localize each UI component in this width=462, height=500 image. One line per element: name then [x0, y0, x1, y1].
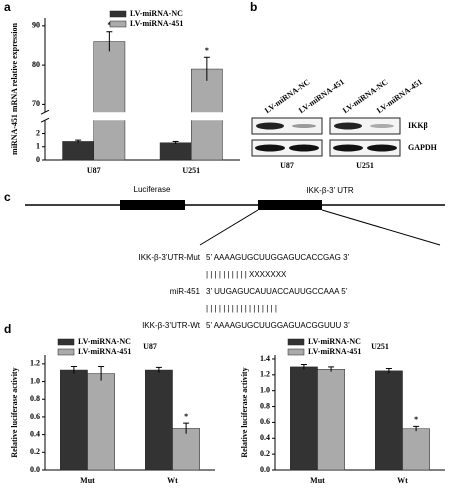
x-tick-label: U251: [182, 166, 200, 175]
panel-label: c: [4, 190, 11, 204]
y-tick-label: 1.2: [260, 370, 270, 379]
y-axis-label: miRNA-451 mRNA relative expression: [10, 23, 19, 155]
bar: [290, 366, 318, 471]
y-tick-label: 0.0: [260, 465, 270, 474]
legend-swatch: [287, 338, 305, 346]
bar: [402, 428, 430, 471]
y-tick-label: 70: [32, 99, 40, 108]
legend-label: LV-miRNA-451: [78, 347, 131, 356]
x-tick-label: U87: [87, 166, 101, 175]
x-tick-label: Mut: [80, 476, 95, 485]
legend-swatch: [287, 348, 305, 356]
axis-break: [39, 112, 240, 121]
sequence: 5’ AAAAGUGCUUGGAGUCACCGAG 3’: [206, 253, 350, 262]
panel-label: b: [250, 0, 257, 14]
protein-label: GAPDH: [408, 143, 438, 152]
bar: [60, 369, 88, 471]
sequence: 3’ UUGAGUCAUUACCAUUGCCAAA 5’: [206, 287, 348, 296]
y-tick-label: 0.8: [260, 401, 270, 410]
y-tick-label: 0.6: [260, 417, 270, 426]
bar: [172, 428, 200, 471]
sequence: | | | | | | | | | | XXXXXXX: [206, 270, 287, 279]
break-mark: [40, 109, 50, 115]
bar: [62, 141, 94, 161]
panel-label: d: [4, 322, 11, 336]
x-tick-label: Mut: [310, 476, 325, 485]
y-tick-label: 1.2: [30, 359, 40, 368]
y-tick-label: 0.4: [260, 433, 270, 442]
significance-mark: *: [205, 46, 209, 55]
break-mark: [40, 117, 50, 123]
legend-label: LV-miRNA-NC: [130, 9, 183, 18]
sequence-name: IKK-β-3’UTR-Mut: [139, 253, 201, 262]
sequence-name: IKK-β-3’UTR-Wt: [142, 321, 201, 330]
blots: [251, 117, 401, 157]
protein-label: IKKβ: [408, 121, 428, 130]
y-tick-label: 0.2: [260, 449, 270, 458]
utr-label: IKK-β-3’ UTR: [306, 186, 354, 195]
y-tick-label: 2: [36, 128, 40, 137]
y-tick-label: 1.0: [260, 386, 270, 395]
construct-diagram: [25, 200, 445, 246]
y-axis-label: Relative luciferase activity: [10, 367, 19, 457]
legend-label: LV-miRNA-NC: [308, 337, 361, 346]
sequence-name: miR-451: [170, 287, 201, 296]
x-tick-label: Wt: [397, 476, 408, 485]
y-axis-label: Relative luciferase activity: [240, 367, 249, 457]
bar: [87, 373, 115, 471]
legend-swatch: [57, 338, 75, 346]
y-tick-label: 0.8: [30, 394, 40, 403]
y-tick-label: 0: [36, 155, 40, 164]
bar: [93, 41, 126, 161]
y-tick-label: 0.6: [30, 412, 40, 421]
cell-label: U251: [356, 161, 374, 170]
chart-title: U87: [143, 342, 157, 351]
y-tick-label: 1: [36, 142, 40, 151]
y-tick-label: 80: [32, 60, 40, 69]
y-tick-label: 1.0: [30, 376, 40, 385]
y-tick-label: 0.2: [30, 447, 40, 456]
sequence: 5’ AAAAGUGCUUGGAGUACGGUUU 3’: [206, 321, 350, 330]
significance-mark: *: [414, 415, 418, 424]
bar: [145, 369, 173, 471]
panel-label: a: [4, 0, 11, 14]
legend-label: LV-miRNA-451: [130, 19, 183, 28]
significance-mark: *: [107, 21, 111, 30]
sequence: | | | | | | | | | | | | | | | | |: [206, 304, 277, 313]
bar: [159, 142, 192, 161]
significance-mark: *: [184, 412, 188, 421]
luciferase-label: Luciferase: [134, 185, 171, 194]
y-tick-label: 90: [32, 21, 40, 30]
bar: [317, 369, 345, 471]
y-tick-label: 0.4: [30, 429, 40, 438]
legend-swatch: [109, 20, 127, 28]
legend-swatch: [57, 348, 75, 356]
legend-swatch: [109, 10, 127, 18]
y-tick-label: 0.0: [30, 465, 40, 474]
x-tick-label: Wt: [167, 476, 178, 485]
legend-label: LV-miRNA-NC: [78, 337, 131, 346]
cell-label: U87: [280, 161, 294, 170]
chart-title: U251: [371, 342, 389, 351]
legend-label: LV-miRNA-451: [308, 347, 361, 356]
bar: [375, 370, 403, 471]
y-tick-label: 1.4: [260, 354, 270, 363]
